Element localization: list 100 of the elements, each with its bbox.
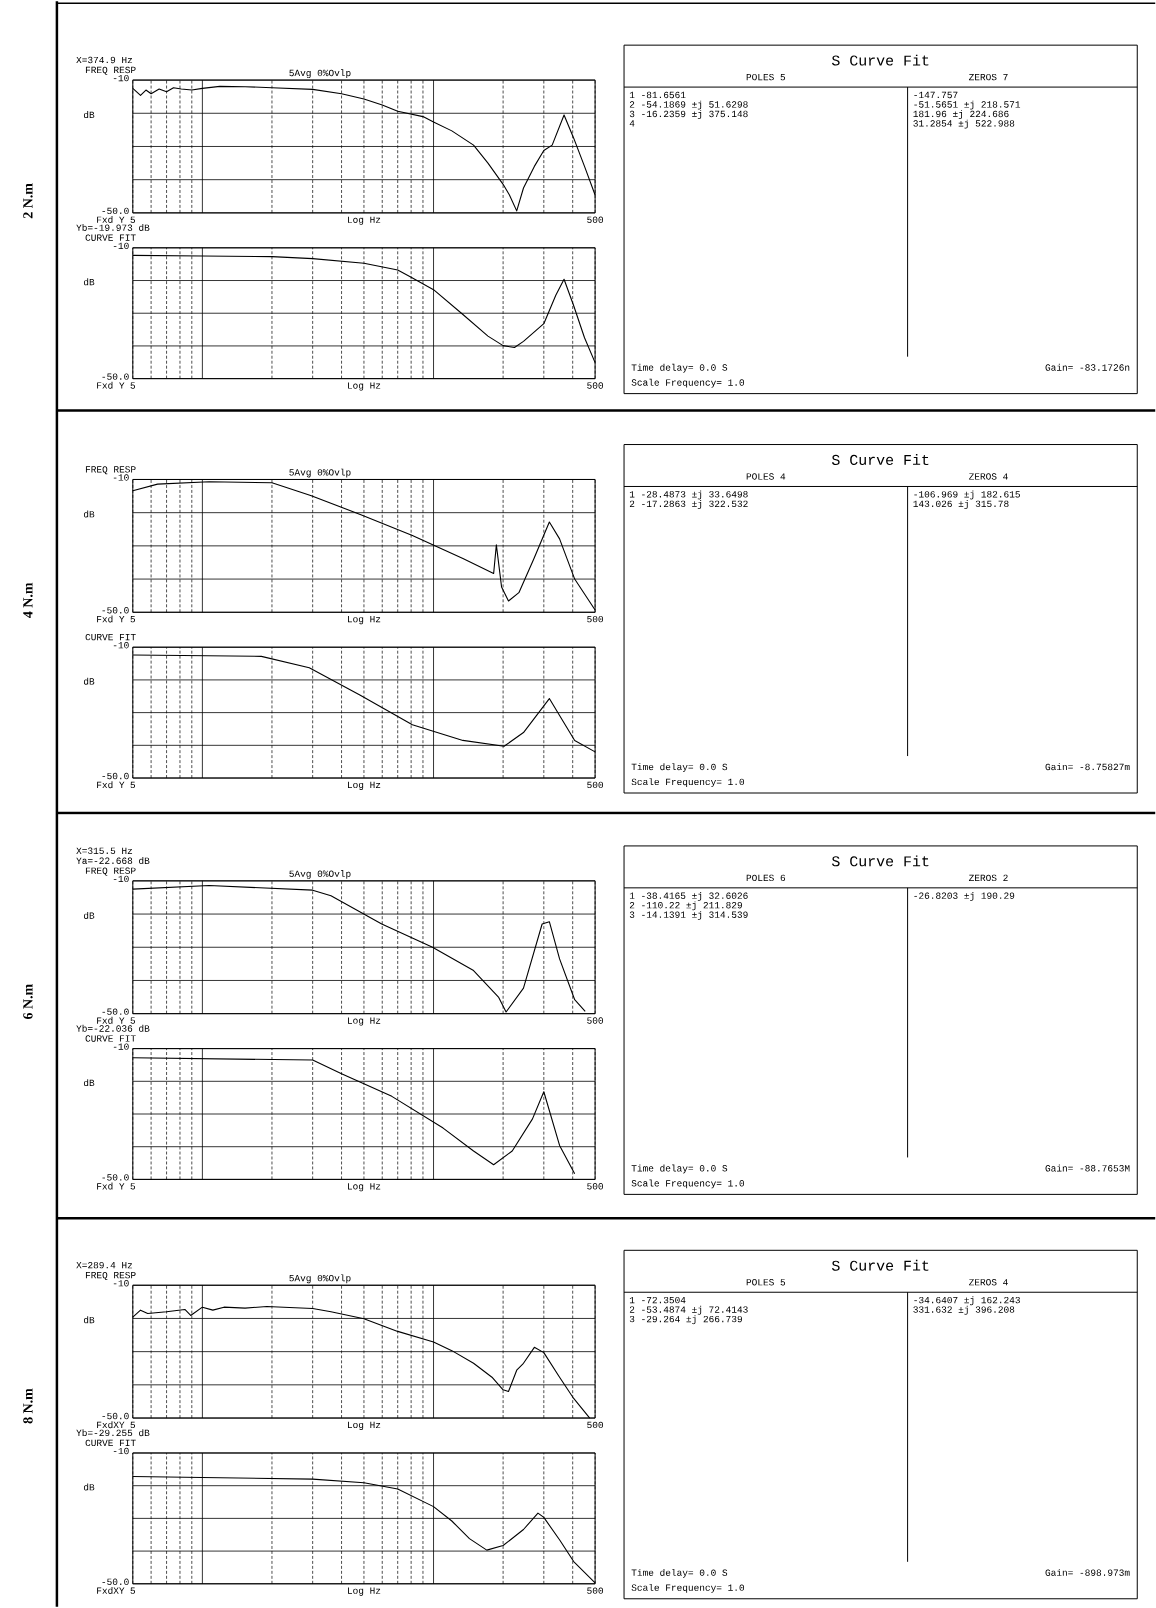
y-axis-title: dB: [83, 677, 95, 685]
chart-title: CURVE FIT: [85, 1035, 136, 1042]
text: Scale Frequency= 1.0: [631, 1583, 744, 1593]
y-tick-label: -50.0: [102, 772, 129, 780]
y-tick-label: -50.0: [102, 1174, 129, 1181]
chart-title: FREQ RESP: [85, 66, 136, 75]
y-axis-title: dB: [83, 111, 95, 119]
text: Yb=-19.973 dB: [76, 224, 150, 231]
x-tick-label: 500: [586, 781, 603, 789]
x-tick-label: 5: [130, 1183, 135, 1190]
category-label: 1 -28.4873 ±j 33.6498: [629, 490, 748, 500]
category-label: 1 -38.4165 ±j 32.6026: [629, 891, 748, 901]
y-tick-label: -50.0: [102, 207, 129, 215]
y-tick-label: -10: [113, 642, 129, 649]
y-tick-label: -50.0: [102, 1578, 129, 1585]
text: Gain= -88.7653M: [1045, 1164, 1130, 1172]
y-axis-title: dB: [83, 1079, 95, 1087]
x-tick-label: 500: [586, 1587, 603, 1594]
y-axis-title: dB: [83, 510, 95, 518]
text: 4 N.m: [23, 582, 33, 618]
y-tick-label: -50.0: [102, 1412, 129, 1420]
chart-subtitle: 5Avg 0%Ovlp: [289, 69, 351, 79]
category-label: -51.5651 ±j 218.571: [914, 100, 1020, 110]
x-tick-label: 5: [130, 1017, 135, 1024]
text: Fxd Y: [96, 615, 125, 623]
text: Yb=-22.036 dB: [76, 1024, 150, 1032]
text: Fxd Y: [96, 1016, 125, 1024]
category-label: 31.2854 ±j 522.988: [913, 119, 1015, 129]
text: Gain= -898.973m: [1045, 1568, 1130, 1576]
category-label: 2 -110.22 ±j 211.829: [629, 901, 742, 911]
y-tick-label: -10: [113, 875, 129, 883]
text: X=374.9 Hz: [76, 56, 132, 64]
y-axis-title: dB: [83, 1483, 95, 1491]
category-label: 2 -17.2863 ±j 322.532: [629, 500, 748, 509]
category-label: 3 -14.1391 ±j 314.539: [629, 910, 748, 920]
category-label: 1 -72.3504: [629, 1296, 686, 1304]
text: Time delay= 0.0 S: [631, 763, 727, 773]
text: S Curve Fit: [831, 454, 929, 465]
x-axis-title: Log Hz: [347, 382, 380, 391]
text: FxdXY: [96, 1421, 125, 1429]
chart-title: FREQ RESP: [85, 867, 136, 876]
y-tick-label: -10: [113, 1447, 129, 1455]
y-tick-label: -10: [113, 74, 129, 82]
category-label: 1 -81.6561: [629, 91, 686, 99]
category-label: 143.026 ±j 315.78: [913, 500, 1009, 509]
text: Gain= -83.1726n: [1045, 363, 1129, 371]
y-tick-label: -50.0: [102, 607, 129, 614]
category-label: 181.96 ±j 224.686: [913, 110, 1009, 120]
x-tick-label: 5: [130, 1587, 135, 1594]
text: POLES 4: [746, 473, 785, 480]
category-label: 331.632 ±j 396.208: [913, 1305, 1015, 1315]
text: Time delay= 0.0 S: [631, 1164, 727, 1174]
x-tick-label: 500: [586, 1421, 603, 1429]
text: X=315.5 Hz: [76, 847, 132, 854]
x-axis-title: Log Hz: [347, 1017, 380, 1026]
category-label: 3 -29.264 ±j 266.739: [629, 1315, 742, 1325]
x-tick-label: 5: [130, 1421, 135, 1429]
x-tick-label: 500: [586, 216, 603, 223]
y-axis-title: dB: [83, 1316, 95, 1324]
x-tick-label: 5: [130, 781, 135, 789]
category-label: 4: [629, 120, 635, 127]
text: S Curve Fit: [831, 54, 929, 66]
text: Time delay= 0.0 S: [631, 363, 727, 373]
category-label: 2 -53.4874 ±j 72.4143: [629, 1305, 748, 1315]
x-axis-title: Log Hz: [347, 216, 380, 225]
x-tick-label: 5: [130, 616, 135, 623]
y-tick-label: -50.0: [102, 373, 129, 380]
x-axis-title: Log Hz: [347, 781, 380, 790]
text: Ya=-22.668 dB: [76, 857, 150, 865]
chart-title: CURVE FIT: [85, 633, 136, 641]
chart-title: FREQ RESP: [85, 1271, 136, 1281]
x-tick-label: 500: [586, 615, 603, 623]
text: 8 N.m: [23, 1388, 33, 1424]
text: POLES 5: [746, 73, 785, 81]
x-tick-label: 500: [586, 1017, 603, 1024]
text: ZEROS 4: [968, 1279, 1008, 1286]
chart-subtitle: 5Avg 0%Ovlp: [289, 468, 351, 478]
chart-subtitle: 5Avg 0%Ovlp: [289, 1274, 351, 1284]
text: Time delay= 0.0 S: [631, 1568, 727, 1578]
x-tick-label: 500: [586, 1183, 603, 1190]
category-label: -34.6407 ±j 162.243: [914, 1296, 1020, 1306]
text: POLES 5: [746, 1279, 785, 1286]
x-tick-label: 500: [586, 382, 603, 389]
x-tick-label: 5: [130, 216, 135, 223]
x-axis-title: Log Hz: [347, 1421, 380, 1430]
text: Fxd Y: [96, 781, 125, 789]
text: Scale Frequency= 1.0: [631, 378, 744, 388]
text: S Curve Fit: [831, 1259, 929, 1271]
text: X=289.4 Hz: [76, 1261, 132, 1269]
chart-title: FREQ RESP: [85, 466, 136, 475]
text: Scale Frequency= 1.0: [631, 778, 744, 787]
category-label: -147.757: [914, 91, 958, 99]
chart-title: CURVE FIT: [85, 1439, 136, 1447]
chart-subtitle: 5Avg 0%Ovlp: [289, 870, 351, 879]
y-tick-label: -10: [113, 1043, 129, 1050]
y-tick-label: -50.0: [102, 1008, 129, 1015]
y-tick-label: -10: [113, 1280, 129, 1287]
text: Fxd Y: [96, 1182, 125, 1190]
text: ZEROS 4: [968, 473, 1008, 480]
text: ZEROS 2: [968, 874, 1008, 882]
